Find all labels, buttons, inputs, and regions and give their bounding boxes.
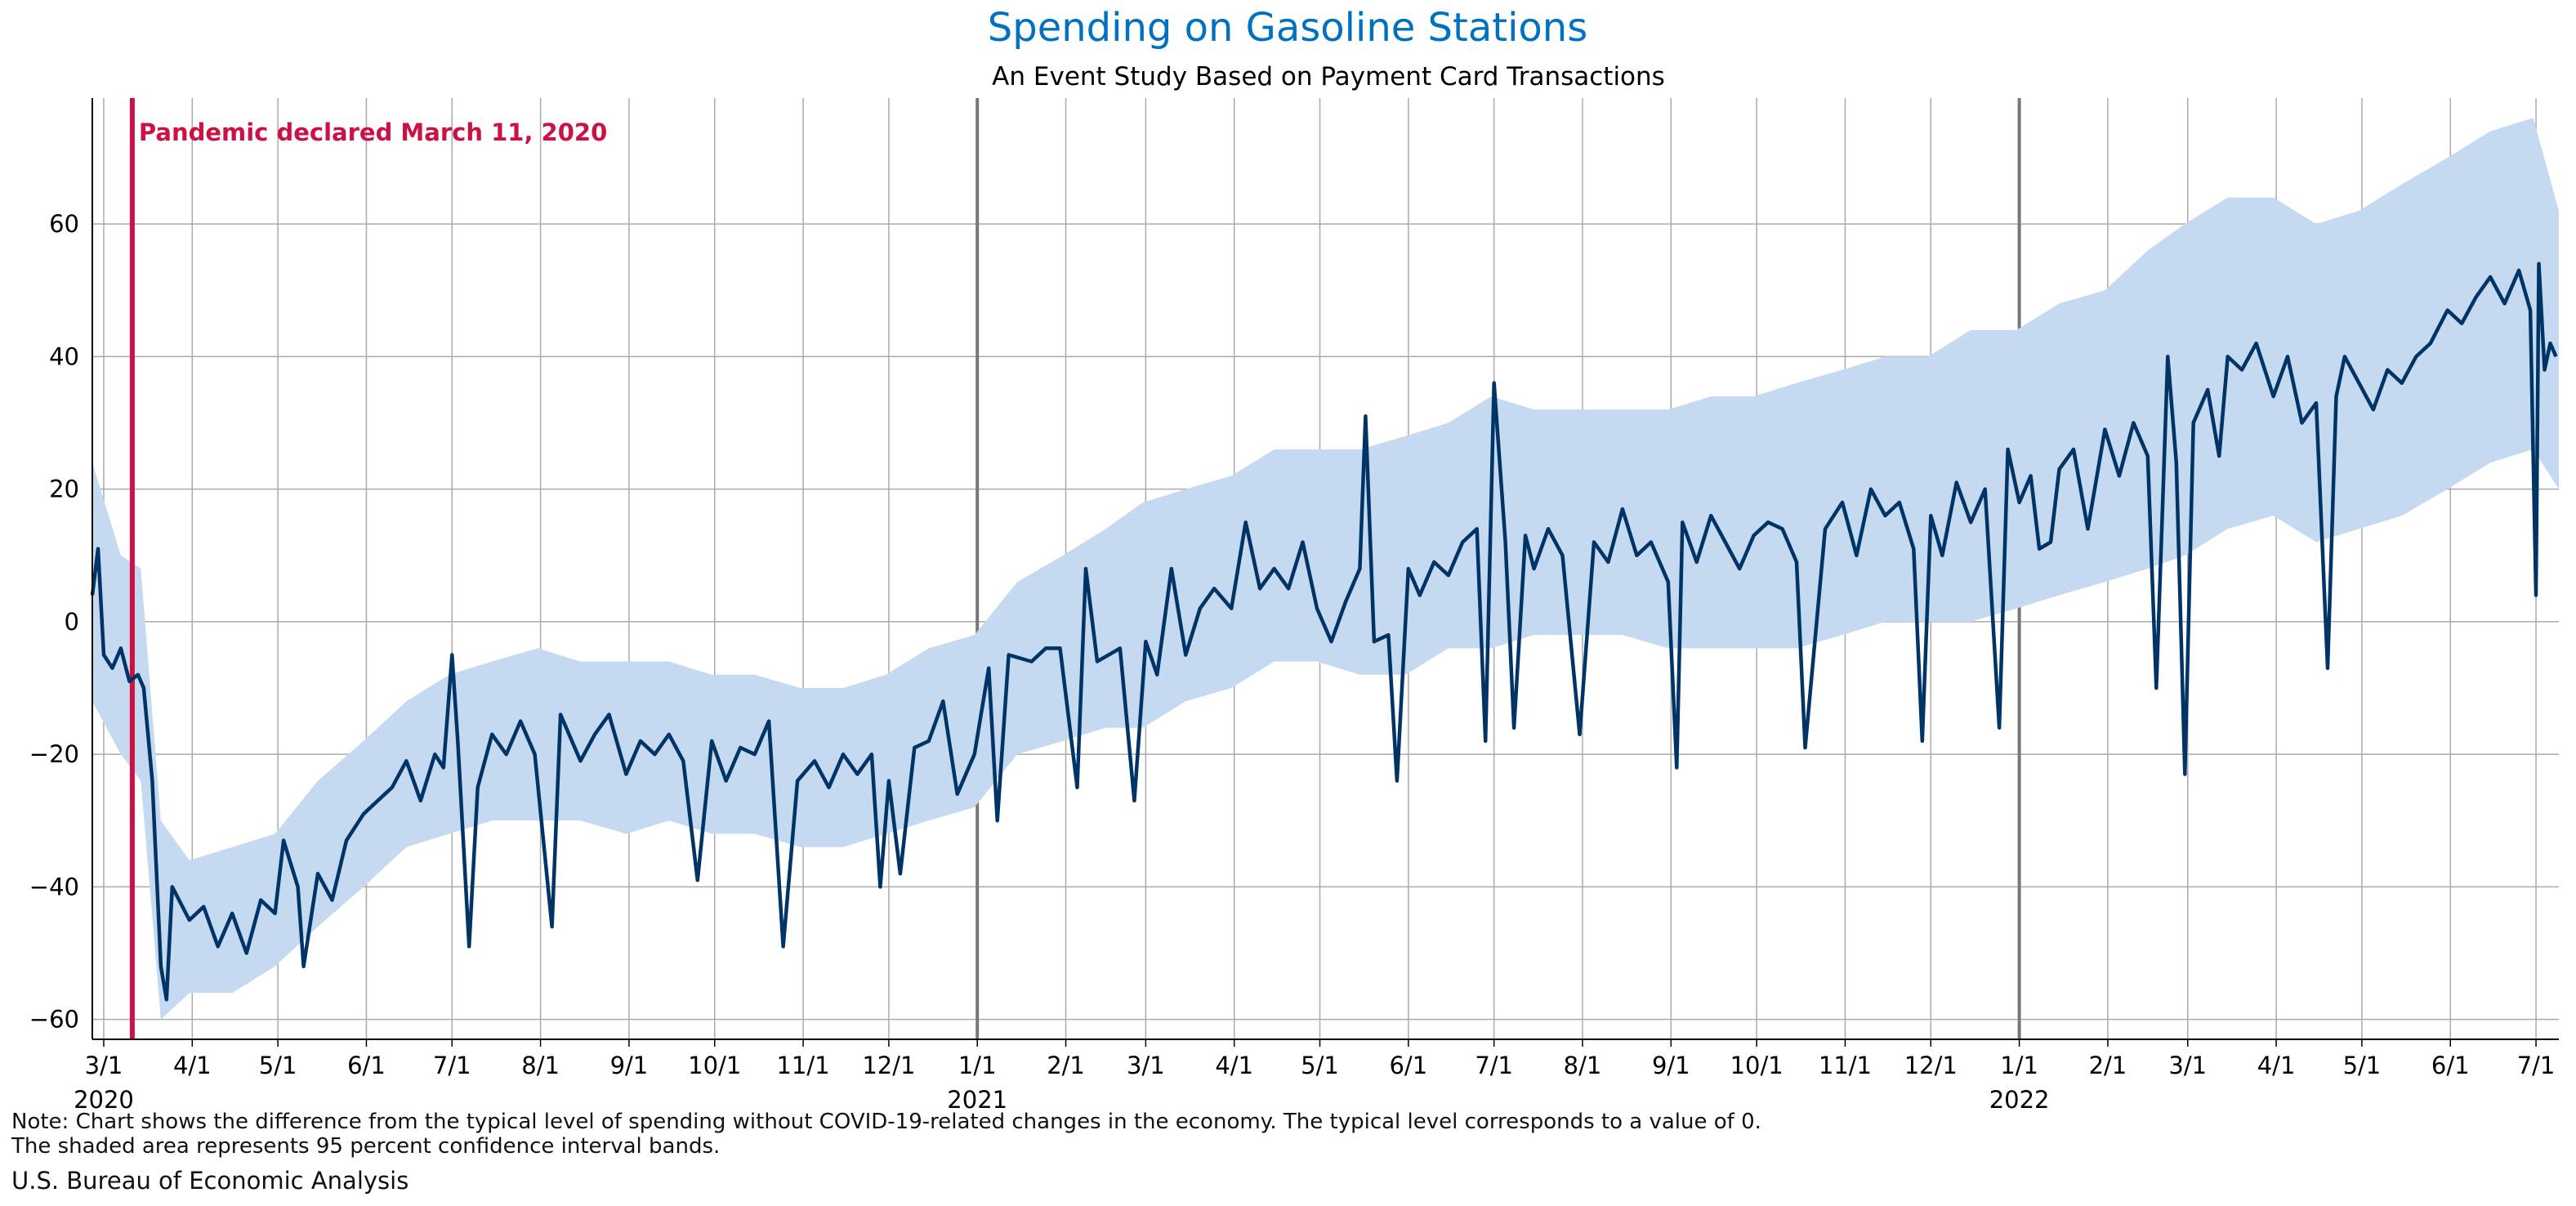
x-year-label: 2020: [74, 1086, 134, 1114]
x-tick-label: 11/1: [776, 1052, 829, 1079]
x-tick-label: 1/1: [958, 1052, 997, 1079]
confidence-band-area: [92, 118, 2559, 1020]
x-tick-label: 5/1: [259, 1052, 297, 1079]
series-line: [90, 261, 2558, 1002]
y-tick-label: 40: [49, 342, 79, 370]
x-tick-label: 5/1: [2343, 1052, 2382, 1079]
x-tick-label: 10/1: [1730, 1052, 1784, 1079]
x-tick-label: 3/1: [85, 1052, 123, 1079]
x-tick-label: 7/1: [433, 1052, 471, 1079]
x-tick-label: 2/1: [2089, 1052, 2127, 1079]
x-year-label: 2021: [947, 1086, 1007, 1114]
y-tick-label: 0: [65, 608, 79, 636]
x-tick-label: 3/1: [2168, 1052, 2207, 1079]
x-tick-label: 7/1: [2517, 1052, 2556, 1079]
tick-labels: −60 −40 −20 0 20 40 60 3/1 2020 4/1 5/1 6/1 7/1 8/1 9/…: [29, 210, 2556, 1114]
x-tick-label: 11/1: [1819, 1052, 1872, 1079]
source-credit: U.S. Bureau of Economic Analysis: [11, 1167, 409, 1195]
x-tick-label: 6/1: [2431, 1052, 2470, 1079]
x-tick-label: 12/1: [1904, 1052, 1958, 1079]
y-tick-label: 60: [49, 210, 79, 238]
x-tick-label: 6/1: [1389, 1052, 1427, 1079]
chart-subtitle: An Event Study Based on Payment Card Tra…: [992, 62, 1665, 92]
x-tick-label: 8/1: [1564, 1052, 1602, 1079]
x-tick-label: 2/1: [1047, 1052, 1085, 1079]
x-tick-label: 7/1: [1475, 1052, 1513, 1079]
x-tick-label: 9/1: [1652, 1052, 1690, 1079]
spending-series-line: [90, 261, 2558, 1002]
chart-note-line-1: Note: Chart shows the difference from th…: [11, 1110, 1761, 1134]
y-tick-label: −40: [29, 873, 79, 900]
pandemic-event-label: Pandemic declared March 11, 2020: [139, 118, 607, 146]
confidence-band: [92, 118, 2559, 1020]
y-tick-label: 20: [49, 476, 79, 503]
x-tick-label: 3/1: [1127, 1052, 1165, 1079]
y-tick-label: −60: [29, 1006, 79, 1034]
x-tick-label: 10/1: [688, 1052, 741, 1079]
x-tick-label: 1/1: [2000, 1052, 2038, 1079]
x-tick-label: 4/1: [173, 1052, 212, 1079]
chart-title: Spending on Gasoline Stations: [988, 5, 1587, 51]
x-tick-label: 8/1: [521, 1052, 560, 1079]
x-tick-label: 6/1: [347, 1052, 386, 1079]
x-tick-label: 5/1: [1301, 1052, 1339, 1079]
x-tick-label: 4/1: [2257, 1052, 2296, 1079]
y-tick-label: −20: [29, 740, 79, 768]
event-marker: Pandemic declared March 11, 2020: [129, 98, 607, 1039]
x-year-label: 2022: [1989, 1086, 2050, 1114]
x-tick-label: 12/1: [862, 1052, 915, 1079]
chart-note-line-2: The shaded area represents 95 percent co…: [11, 1134, 721, 1159]
x-tick-label: 4/1: [1215, 1052, 1253, 1079]
axes: [92, 98, 2559, 1047]
x-tick-label: 9/1: [610, 1052, 649, 1079]
